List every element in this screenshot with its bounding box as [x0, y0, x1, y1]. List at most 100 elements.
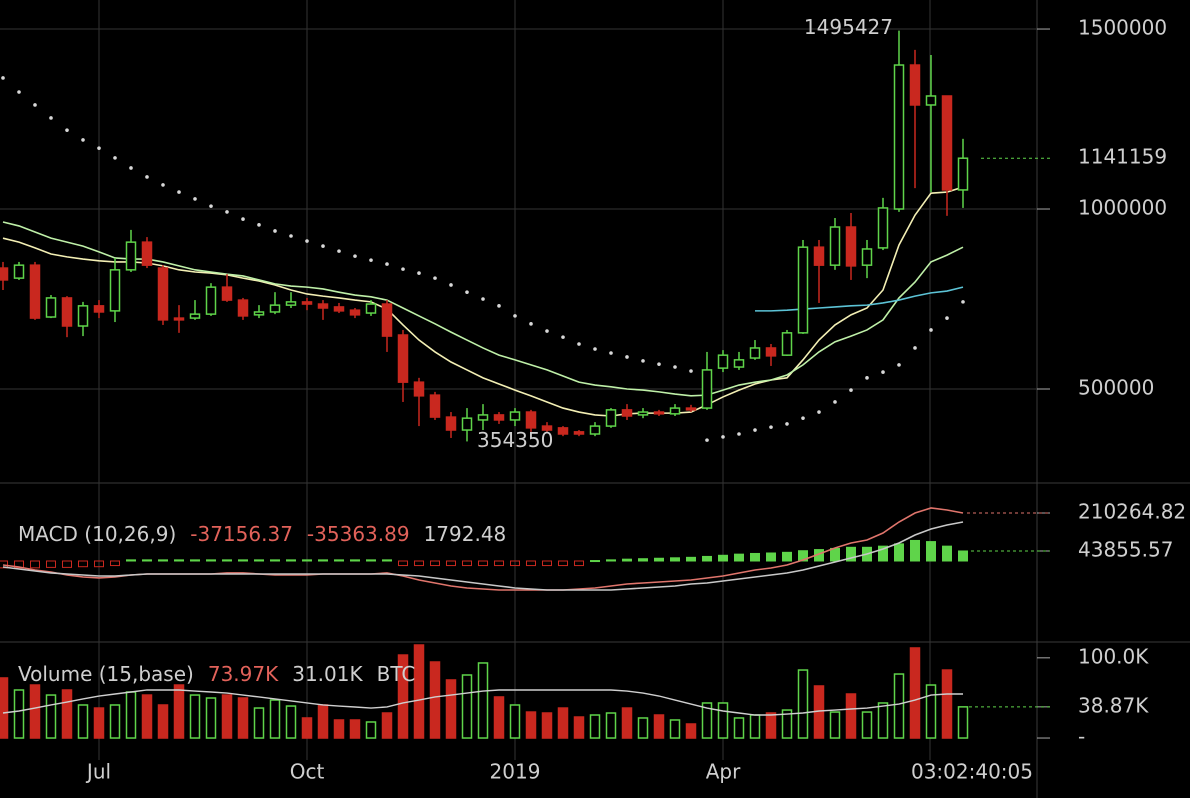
- candle-body: [445, 416, 457, 431]
- sar-dot: [545, 329, 549, 333]
- candle-body: [669, 407, 681, 415]
- sar-dot: [113, 156, 117, 160]
- histogram-bar: [350, 559, 360, 562]
- candle-body: [269, 304, 281, 313]
- panel-title: Volume (15,base) 73.97K 31.01K BTC: [18, 662, 415, 686]
- volume-bar: [781, 709, 793, 739]
- histogram-bar: [142, 559, 152, 562]
- volume-bar: [493, 696, 505, 739]
- candle-body: [77, 305, 89, 327]
- volume-bar: [413, 644, 425, 739]
- y-tick-label: 43855.57: [1078, 537, 1173, 561]
- y-tick-label: 38.87K: [1078, 693, 1149, 717]
- histogram-bar: [526, 560, 536, 567]
- candle-body: [45, 297, 57, 318]
- histogram-bar: [462, 560, 472, 567]
- sar-dot: [641, 359, 645, 363]
- histogram-bar: [718, 554, 728, 562]
- histogram-bar: [78, 560, 88, 568]
- histogram-bar: [958, 550, 968, 562]
- sar-dot: [481, 297, 485, 301]
- volume-bar: [61, 689, 73, 739]
- histogram-bar: [126, 559, 136, 562]
- sar-dot: [529, 322, 533, 326]
- sar-dot: [449, 283, 453, 287]
- histogram-bar: [46, 560, 56, 568]
- volume-bar: [77, 704, 89, 739]
- histogram-bar: [574, 560, 584, 567]
- sar-dot: [817, 410, 821, 414]
- candle-body: [173, 317, 185, 321]
- candle-body: [365, 303, 377, 314]
- y-tick-label: -: [1078, 725, 1085, 749]
- candle-body: [749, 347, 761, 359]
- sar-dot: [625, 355, 629, 359]
- candle-body: [701, 369, 713, 409]
- moving-average: [755, 286, 964, 312]
- histogram-bar: [734, 553, 744, 562]
- readout: 73.97K: [208, 662, 279, 686]
- candle-body: [317, 303, 329, 309]
- volume-bar: [845, 693, 857, 739]
- sar-dot: [353, 254, 357, 258]
- histogram-bar: [110, 560, 120, 567]
- volume-bar: [861, 711, 873, 739]
- volume-bar: [893, 673, 905, 739]
- candle-body: [61, 297, 73, 327]
- histogram-bar: [318, 559, 328, 562]
- candle-body: [637, 411, 649, 416]
- sar-dot: [65, 128, 69, 132]
- candle-body: [221, 286, 233, 301]
- candle-body: [957, 157, 969, 191]
- candle-body: [0, 267, 9, 281]
- sar-dot: [273, 229, 277, 233]
- candle-body: [189, 313, 201, 319]
- y-tick-label: 100.0K: [1078, 644, 1149, 668]
- sar-dot: [145, 175, 149, 179]
- candle-body: [541, 425, 553, 431]
- candle-body: [557, 427, 569, 435]
- candle-body: [349, 309, 361, 316]
- volume-bar: [29, 684, 41, 739]
- candle-body: [909, 64, 921, 106]
- volume-bar: [429, 661, 441, 739]
- volume-average: [2, 689, 963, 716]
- volume-bar: [285, 705, 297, 739]
- volume-bar: [941, 669, 953, 739]
- candle-body: [941, 95, 953, 191]
- x-tick-label: 2019: [490, 760, 541, 784]
- candle-body: [253, 311, 265, 316]
- volume-bar: [717, 702, 729, 739]
- histogram-bar: [798, 550, 808, 562]
- histogram-bar: [158, 559, 168, 562]
- histogram-bar: [286, 559, 296, 562]
- panel-title-text: MACD (10,26,9): [18, 522, 176, 546]
- sar-dot: [945, 316, 949, 320]
- histogram-bar: [494, 560, 504, 567]
- histogram-bar: [334, 559, 344, 562]
- sar-dot: [49, 116, 53, 120]
- volume-bar: [589, 714, 601, 739]
- sar-dot: [913, 346, 917, 350]
- x-tick-label: Apr: [706, 760, 741, 784]
- volume-bar: [237, 697, 249, 739]
- histogram-bar: [94, 560, 104, 568]
- histogram-bar: [622, 558, 632, 562]
- sar-dot: [17, 90, 21, 94]
- volume-bar: [365, 721, 377, 739]
- histogram-bar: [702, 555, 712, 562]
- sar-dot: [673, 365, 677, 369]
- histogram-bar: [222, 559, 232, 562]
- candle-body: [845, 226, 857, 267]
- sar-dot: [401, 267, 405, 271]
- histogram-bar: [302, 559, 312, 562]
- volume-bar: [653, 714, 665, 739]
- sar-dot: [289, 234, 293, 238]
- histogram-bar: [846, 546, 856, 562]
- candle-body: [29, 264, 41, 319]
- volume-bar: [109, 704, 121, 739]
- sar-dot: [193, 197, 197, 201]
- volume-bar: [557, 707, 569, 739]
- sar-dot: [241, 217, 245, 221]
- sar-dot: [369, 258, 373, 262]
